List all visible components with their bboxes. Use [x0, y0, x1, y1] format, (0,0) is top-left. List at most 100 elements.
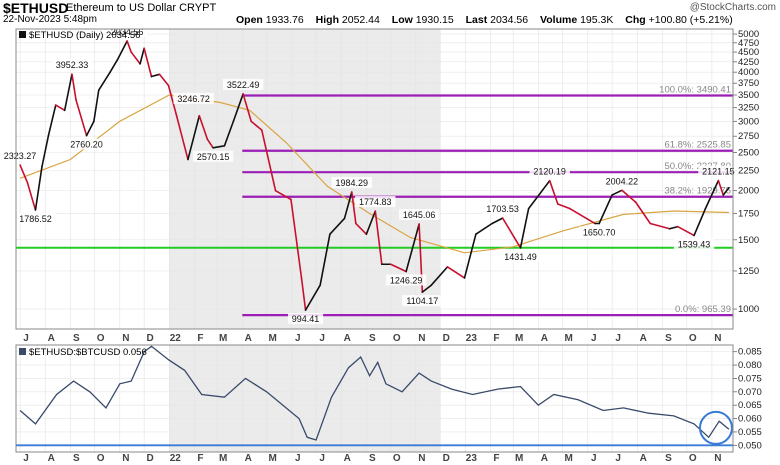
legend-swatch-ratio — [19, 348, 26, 355]
x-tick-label: A — [48, 453, 55, 464]
price-annotation: 1703.53 — [486, 204, 519, 214]
annotation-bg — [106, 26, 148, 38]
watermark: @StockCharts.com — [689, 2, 776, 13]
price-segment — [97, 71, 111, 91]
price-segment — [446, 266, 466, 279]
price-annotation: 2034.56 — [111, 27, 144, 37]
price-segment — [389, 263, 407, 273]
price-segment — [598, 194, 613, 225]
x-tick-label: O — [689, 333, 697, 344]
quote-date: 22-Nov-2023 5:48pm — [3, 14, 97, 25]
x-tick-label: J — [23, 333, 29, 344]
price-segment — [527, 179, 551, 210]
x-tick-label: J — [591, 333, 597, 344]
x-tick-label: O — [97, 333, 105, 344]
price-segment — [634, 201, 652, 225]
price-segment — [54, 104, 66, 112]
x-tick-label: F — [197, 453, 203, 464]
x-tick-label: D — [443, 453, 450, 464]
ratio-line — [19, 345, 730, 441]
x-tick-label: S — [73, 453, 80, 464]
legend-swatch-price — [19, 31, 26, 38]
chg-value: +100.80 (+5.21%) — [648, 14, 733, 26]
price-segment — [300, 277, 307, 311]
annotation-bg — [698, 165, 739, 177]
price-annotation: 1774.83 — [359, 197, 392, 207]
exchange-label: CRYPT — [179, 2, 217, 14]
x-tick-label: A — [245, 453, 252, 464]
price-segment — [250, 120, 263, 131]
price-segment — [491, 217, 504, 225]
annotation-bg — [402, 295, 443, 307]
y-tick-label: 0.050 — [738, 440, 762, 451]
price-segment — [109, 59, 119, 73]
y-tick-label: 2500 — [738, 148, 759, 159]
annotation-bg — [529, 165, 570, 177]
fib-label: 0.0%: 965.39 — [675, 304, 731, 315]
price-annotation: 1104.17 — [406, 296, 438, 306]
x-tick-label: 23 — [466, 453, 478, 464]
price-segment — [548, 179, 559, 205]
x-tick-label: N — [122, 453, 129, 464]
price-segment — [158, 73, 170, 87]
y-tick-label: 2000 — [738, 186, 759, 197]
price-segment — [355, 222, 368, 235]
price-segment — [475, 222, 493, 235]
price-segment — [405, 223, 420, 273]
x-tick-label: D — [147, 333, 154, 344]
price-segment — [569, 207, 596, 225]
price-annotation: 2570.15 — [197, 152, 230, 162]
price-annotation: 1984.29 — [336, 178, 369, 188]
x-tick-label: 23 — [466, 333, 478, 344]
annotation-bg — [355, 196, 396, 208]
annotation-bg — [15, 212, 56, 224]
low-value: 1930.15 — [415, 14, 454, 26]
price-segment — [693, 207, 707, 237]
y-tick-label: 1250 — [738, 266, 759, 277]
price-segment — [649, 222, 671, 230]
year-shading-ratio — [169, 345, 441, 452]
price-segment — [26, 181, 37, 211]
annotation-bg — [385, 274, 427, 286]
ohlc-bar: Open 1933.76 High 2052.44 Low 1930.15 La… — [236, 14, 742, 26]
price-segment — [130, 51, 141, 65]
x-tick-label: J — [319, 453, 325, 464]
x-tick-label: N — [122, 333, 129, 344]
x-tick-label: A — [640, 453, 647, 464]
x-tick-label: D — [443, 333, 450, 344]
x-tick-label: J — [295, 333, 301, 344]
price-segment — [232, 93, 244, 123]
price-segment — [71, 73, 77, 101]
price-annotation: 2004.22 — [606, 176, 639, 186]
price-segment — [621, 189, 637, 203]
annotation-bg — [673, 238, 715, 250]
price-segment — [668, 225, 679, 230]
y-tick-label: 1750 — [738, 208, 759, 219]
x-tick-label: O — [689, 453, 697, 464]
price-segment — [463, 233, 477, 279]
annotation-bg — [500, 250, 541, 262]
y-tick-label: 0.060 — [738, 414, 762, 425]
price-segment — [198, 114, 209, 141]
price-segment — [260, 129, 277, 192]
price-segment — [63, 73, 73, 112]
price-segment — [150, 73, 161, 78]
annotation-bg — [331, 176, 372, 188]
price-segment — [167, 84, 178, 117]
price-annotation: 1431.49 — [504, 252, 537, 262]
annotation-bg — [398, 209, 440, 221]
x-tick-label: M — [565, 333, 573, 344]
x-tick-label: F — [493, 333, 499, 344]
price-segment — [717, 179, 725, 196]
x-tick-label: F — [493, 453, 499, 464]
annotation-bg — [192, 150, 234, 162]
open-value: 1933.76 — [265, 14, 304, 26]
low-label: Low — [391, 14, 413, 26]
open-label: Open — [236, 14, 263, 26]
x-tick-label: N — [714, 333, 721, 344]
high-label: High — [315, 14, 339, 26]
price-segment — [19, 164, 29, 184]
price-segment — [93, 89, 100, 123]
price-segment — [722, 186, 730, 196]
